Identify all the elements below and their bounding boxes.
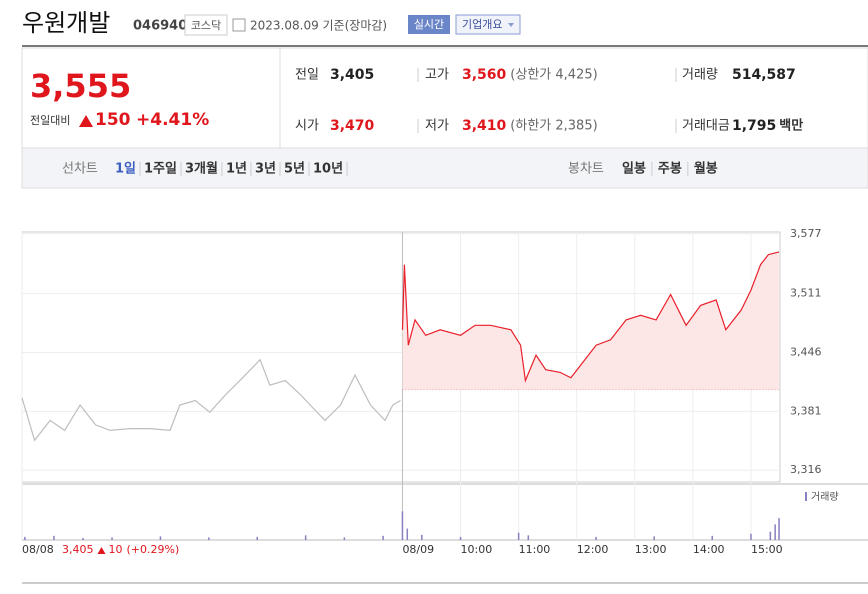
- item-label: 거래대금: [682, 119, 730, 134]
- tab[interactable]: 일봉: [622, 162, 646, 177]
- x-tick-label: 10:00: [461, 543, 493, 556]
- item-unit: 백만: [779, 118, 803, 134]
- tab[interactable]: 1일: [115, 162, 136, 177]
- x-tick-label: 08/09: [402, 543, 434, 556]
- up-arrow: [79, 115, 93, 127]
- volume-legend: 거래량: [811, 491, 839, 503]
- volume-bar: [750, 533, 752, 540]
- change-rate: +4.41%: [136, 110, 209, 130]
- volume-bar: [517, 532, 520, 540]
- y-tick-label: 3,316: [790, 463, 822, 476]
- price: 3,555: [30, 67, 131, 105]
- volume-bar: [304, 535, 307, 540]
- volume-bar: [382, 535, 384, 540]
- volume-bar: [208, 537, 210, 540]
- market: 코스닥: [191, 19, 221, 32]
- volume-bar: [343, 537, 346, 540]
- dropdown-arrow: [508, 23, 514, 27]
- tab[interactable]: 10년: [313, 162, 343, 177]
- item-value: 3,470: [330, 118, 375, 134]
- item-value: 514,587: [732, 67, 796, 83]
- market-badge: [184, 14, 228, 36]
- tab[interactable]: 월봉: [694, 161, 718, 177]
- tab[interactable]: 3년: [255, 162, 276, 177]
- volume-bar: [459, 536, 462, 540]
- x-tick-label: 08/08: [22, 543, 54, 556]
- prev-rate: (+0.29%): [127, 543, 180, 556]
- volume-legend-mark: [805, 492, 807, 501]
- area-fill: [402, 251, 780, 390]
- price-line: [21, 358, 401, 442]
- volume-bar: [256, 536, 258, 540]
- volume-bar: [778, 518, 780, 540]
- volume-bar: [24, 536, 26, 540]
- item-value: 3,560: [462, 67, 507, 83]
- price-line: [401, 251, 780, 383]
- tab[interactable]: 1주일: [144, 162, 177, 177]
- prev-close: 3,405: [62, 543, 94, 556]
- item-label: 거래량: [682, 68, 718, 83]
- item-value: 1,795: [732, 118, 776, 134]
- x-tick-label: 13:00: [635, 543, 667, 556]
- item-extra: (상한가 4,425): [510, 68, 597, 83]
- y-tick-label: 3,577: [790, 227, 822, 240]
- item-extra: (하한가 2,385): [510, 119, 597, 134]
- line-chart-label: 선차트: [62, 162, 98, 177]
- tab-bar: [21, 147, 868, 189]
- company-button[interactable]: [455, 14, 521, 35]
- prev-change: 10: [109, 543, 123, 556]
- item-value: 3,405: [330, 67, 374, 83]
- calendar-icon: [232, 18, 246, 32]
- tab[interactable]: 주봉: [658, 162, 682, 177]
- realtime[interactable]: 실시간: [414, 18, 444, 31]
- volume-bar: [769, 531, 772, 540]
- volume-bar: [159, 536, 162, 540]
- realtime-button[interactable]: [408, 15, 450, 34]
- y-tick-label: 3,446: [790, 345, 822, 358]
- stock-code: 046940: [133, 19, 187, 34]
- company[interactable]: 기업개요: [462, 18, 502, 31]
- candle-chart-label: 봉차트: [568, 162, 604, 177]
- tab[interactable]: 5년: [284, 162, 305, 177]
- volume-bar: [653, 536, 655, 540]
- volume-bar: [111, 537, 113, 540]
- volume-bar: [82, 537, 84, 540]
- item-label: 고가: [425, 68, 449, 83]
- item-label: 시가: [295, 119, 319, 134]
- tab[interactable]: 1년: [226, 162, 247, 177]
- x-tick-label: 11:00: [519, 543, 551, 556]
- date: 2023.08.09 기준(장마감): [250, 19, 387, 33]
- item-label: 전일: [295, 68, 319, 83]
- x-tick-label: 15:00: [751, 543, 783, 556]
- stock-name: 우원개발: [22, 9, 110, 37]
- volume-bar: [401, 511, 404, 540]
- item-value: 3,410: [462, 118, 507, 134]
- change: 150: [95, 110, 131, 130]
- tab[interactable]: 3개월: [185, 161, 218, 177]
- volume-bar: [595, 536, 597, 540]
- volume-bar: [53, 535, 55, 540]
- x-tick-label: 14:00: [693, 543, 725, 556]
- volume-bar: [527, 535, 530, 540]
- volume-bar: [774, 524, 776, 540]
- volume-bar: [406, 528, 409, 540]
- item-label: 저가: [425, 119, 449, 134]
- x-tick-label: 12:00: [577, 543, 609, 556]
- volume-bar: [421, 534, 423, 540]
- y-tick-label: 3,511: [790, 287, 822, 300]
- y-tick-label: 3,381: [790, 404, 822, 417]
- volume-bar: [711, 535, 713, 540]
- up-arrow: [97, 547, 106, 554]
- change-label: 전일대비: [30, 113, 70, 127]
